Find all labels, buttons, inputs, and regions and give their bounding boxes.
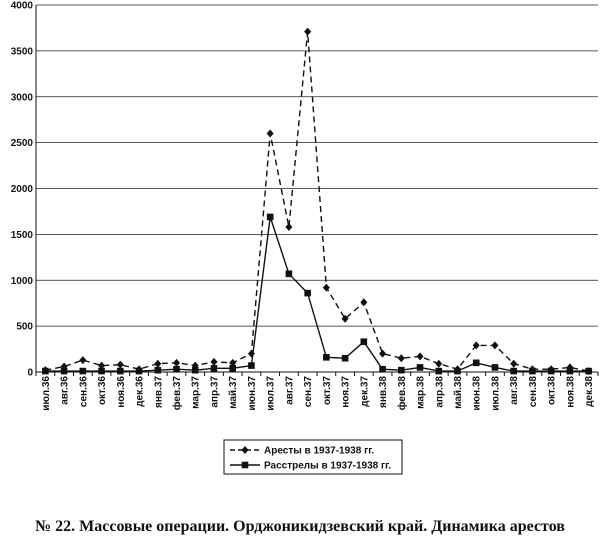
x-tick-label: июл.38	[490, 376, 501, 411]
x-tick-label: апр.38	[434, 376, 445, 408]
x-tick-label: сен.36	[78, 376, 89, 408]
data-point-executions	[341, 354, 349, 362]
data-point-executions	[60, 367, 68, 375]
x-tick-label: авг.36	[60, 376, 71, 405]
data-point-arrests	[435, 359, 443, 368]
data-point-arrests	[229, 358, 237, 367]
data-point-executions	[435, 367, 443, 375]
x-tick-label: июн.38	[472, 376, 483, 411]
x-tick-label: авг.37	[284, 376, 295, 405]
x-tick-label: апр.37	[209, 376, 220, 408]
x-tick-label: окт.37	[322, 376, 333, 405]
legend-label-1: Аресты в 1937-1938 гг.	[264, 446, 374, 457]
data-point-executions	[248, 362, 255, 369]
x-tick-label: мар.38	[416, 376, 427, 409]
data-point-executions	[416, 364, 424, 371]
chart: 0 500 1000 1500 2000 2500 3000 3500 4000 июл.36 ав…	[11, 1, 599, 475]
x-tick-label: ноя.36	[116, 376, 127, 408]
x-tick-label: фев.37	[171, 376, 183, 411]
data-point-executions	[154, 366, 162, 374]
series-line-2	[45, 216, 589, 372]
data-point-arrests	[341, 314, 349, 323]
y-tick-label: 500	[16, 322, 33, 333]
data-point-executions	[585, 367, 592, 375]
legend-box	[223, 439, 403, 475]
data-point-executions	[98, 367, 105, 375]
data-point-executions	[491, 364, 499, 371]
data-point-arrests	[285, 223, 293, 232]
y-tick-label: 1000	[11, 276, 34, 287]
x-tick-label: сен.37	[303, 376, 314, 408]
data-point-executions	[398, 366, 405, 374]
data-point-executions	[117, 367, 124, 375]
data-point-executions	[304, 289, 311, 297]
data-point-arrests	[154, 359, 162, 368]
y-tick-label: 1500	[11, 230, 34, 241]
y-tick-label: 2500	[11, 138, 34, 149]
data-point-arrests	[510, 359, 518, 368]
x-tick-label: дек.36	[135, 376, 146, 407]
data-point-executions	[472, 359, 480, 367]
data-point-executions	[135, 367, 143, 375]
data-point-arrests	[472, 341, 480, 350]
data-point-executions	[191, 366, 199, 374]
data-point-executions	[547, 367, 555, 375]
data-point-executions	[566, 367, 574, 375]
data-point-arrests	[173, 358, 180, 367]
x-tick-label: июл.37	[266, 376, 277, 411]
chart-caption: № 22. Массовые операции. Орджоникидзевск…	[35, 518, 565, 535]
data-point-executions	[229, 365, 236, 372]
data-point-arrests	[210, 357, 218, 366]
x-tick-label: мар.37	[191, 376, 202, 409]
data-point-executions	[379, 365, 386, 373]
data-point-arrests	[98, 361, 106, 370]
y-tick-label: 3000	[11, 92, 34, 103]
data-point-executions	[360, 338, 368, 346]
x-tick-label: окт.36	[97, 376, 108, 405]
data-point-arrests	[116, 360, 124, 369]
x-tick-label: ноя.37	[341, 376, 352, 408]
x-tick-label: май.37	[228, 376, 239, 409]
x-tick-label: янв.37	[153, 376, 164, 408]
data-point-arrests	[266, 129, 274, 138]
x-tick-label: дек.37	[359, 376, 370, 407]
x-tick-label: май.38	[453, 376, 464, 409]
data-point-arrests	[322, 283, 330, 292]
data-point-arrests	[360, 298, 368, 307]
x-tick-label: июл.36	[41, 376, 52, 411]
y-tick-label: 2000	[11, 184, 34, 195]
data-point-executions	[210, 365, 218, 372]
x-tick-label: окт.38	[547, 376, 558, 405]
legend-label-2: Расстрелы в 1937-1938 гг.	[264, 461, 391, 472]
data-point-arrests	[416, 352, 424, 361]
x-tick-label: сен.38	[528, 376, 539, 408]
y-tick-label: 3500	[11, 46, 34, 57]
data-point-executions	[285, 270, 293, 278]
x-tick-label: янв.38	[378, 376, 389, 408]
data-point-executions	[323, 354, 330, 361]
y-tick-label: 4000	[11, 1, 34, 12]
x-tick-label: ноя.38	[565, 376, 576, 408]
data-point-executions	[266, 213, 274, 221]
x-tick-label: авг.38	[509, 376, 520, 405]
data-point-arrests	[79, 356, 87, 365]
x-tick-label: фев.38	[396, 376, 408, 411]
data-point-executions	[173, 365, 180, 373]
data-point-executions	[454, 367, 461, 375]
data-point-executions	[529, 367, 536, 375]
data-point-executions	[510, 367, 517, 375]
x-tick-label: дек.38	[584, 376, 595, 407]
data-point-executions	[79, 367, 87, 375]
data-point-arrests	[379, 349, 387, 358]
data-point-arrests	[304, 27, 312, 36]
y-tick-label: 0	[27, 368, 33, 379]
x-tick-label: июн.37	[247, 376, 258, 411]
data-point-arrests	[397, 354, 405, 363]
data-point-arrests	[491, 341, 499, 350]
legend-marker-square	[241, 461, 249, 469]
legend-marker-diamond	[241, 446, 249, 454]
data-point-executions	[42, 367, 49, 375]
series-line-1	[45, 31, 589, 372]
